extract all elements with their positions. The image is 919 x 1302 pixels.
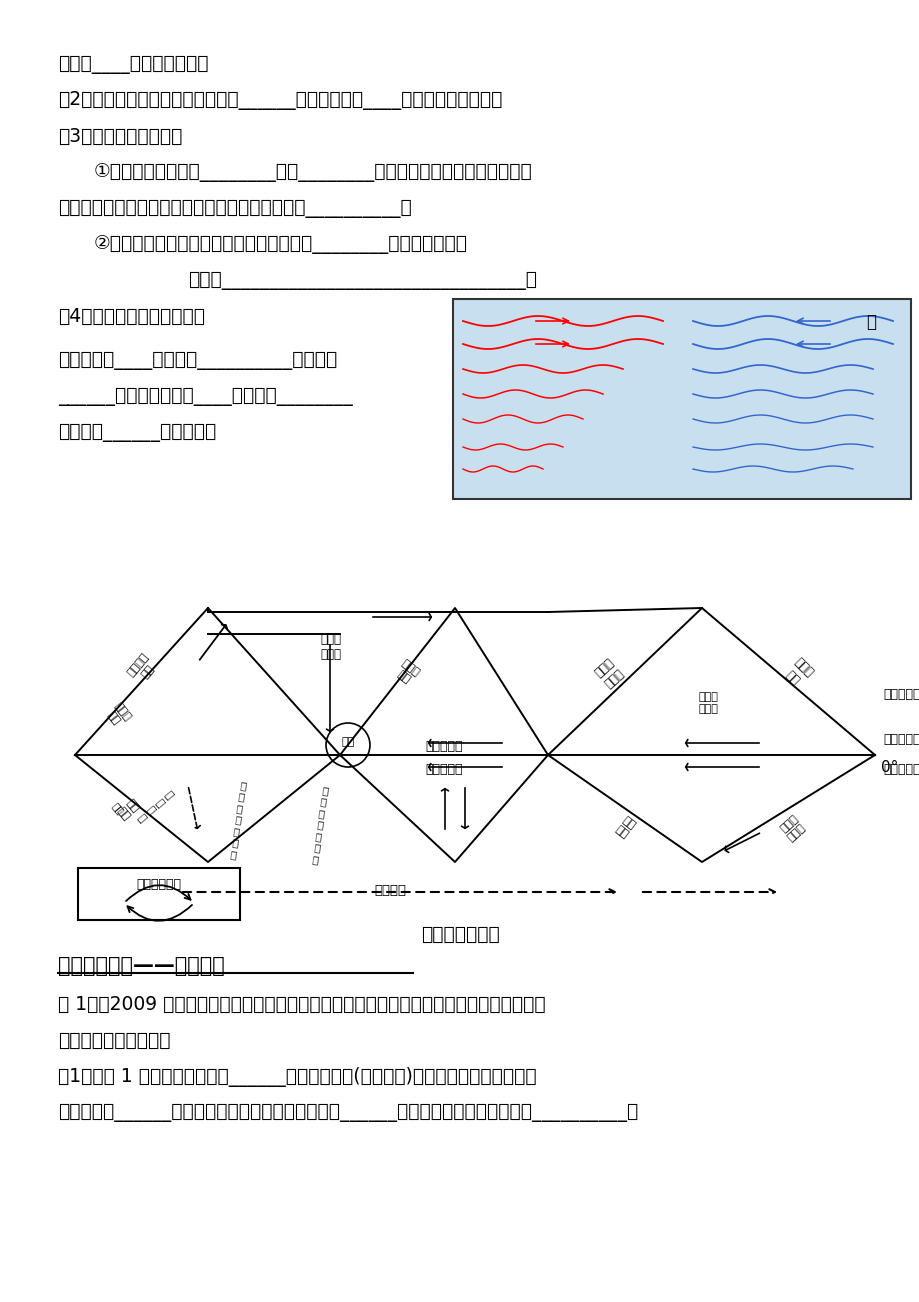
Text: 三、典例精讲——蓄势待发: 三、典例精讲——蓄势待发 bbox=[58, 956, 224, 976]
Text: 北大西洋
暖流: 北大西洋 暖流 bbox=[126, 651, 160, 685]
Text: 北赤道
暖流: 北赤道 暖流 bbox=[392, 659, 421, 687]
Text: 成因：________________________________。: 成因：________________________________。 bbox=[187, 271, 537, 290]
Text: 甲: 甲 bbox=[865, 312, 875, 331]
Text: 南半球____时针方向运动；: 南半球____时针方向运动； bbox=[58, 55, 209, 74]
Text: 冬季: 冬季 bbox=[341, 737, 354, 747]
Text: ①西风漂流：在南纬________度到________度海域，大洋连为一体，在盛行: ①西风漂流：在南纬________度到________度海域，大洋连为一体，在盛… bbox=[94, 163, 532, 182]
Text: 风作用下，形成全球性的西风漂流。其洋流性质为__________。: 风作用下，形成全球性的西风漂流。其洋流性质为__________。 bbox=[58, 199, 412, 217]
Text: 如图，甲为____季：盛行__________季风，呈: 如图，甲为____季：盛行__________季风，呈 bbox=[58, 352, 337, 370]
Text: 南赤道暖流: 南赤道暖流 bbox=[882, 763, 919, 776]
Text: 寒
秘
流
鲁: 寒 秘 流 鲁 bbox=[136, 790, 174, 824]
Text: ②南极绕极环流：流向：从南极上空看，呈________时针方向流动。: ②南极绕极环流：流向：从南极上空看，呈________时针方向流动。 bbox=[94, 234, 468, 254]
Text: 北印度洋夏季: 北印度洋夏季 bbox=[136, 878, 181, 891]
Text: 寒秘
流鲁: 寒秘 流鲁 bbox=[116, 798, 141, 822]
Text: 南
赤
道
暖
流
大
利: 南 赤 道 暖 流 大 利 bbox=[311, 785, 328, 865]
Text: 作用。读图回答问题。: 作用。读图回答问题。 bbox=[58, 1031, 170, 1049]
Text: 南赤道暖流: 南赤道暖流 bbox=[425, 763, 462, 776]
Text: 近海区水温______。按照寒、暖流的分类，该洋流是______流，它对沿岸气候能够起到__________、: 近海区水温______。按照寒、暖流的分类，该洋流是______流，它对沿岸气候… bbox=[58, 1103, 638, 1122]
Text: 北太平
洋暖流: 北太平 洋暖流 bbox=[698, 693, 717, 713]
Text: 厄
加
勒
斯
断
暖
流: 厄 加 勒 斯 断 暖 流 bbox=[229, 780, 246, 859]
Text: 世界洋流分布图: 世界洋流分布图 bbox=[420, 924, 499, 944]
Text: 北太平
洋暖流: 北太平 洋暖流 bbox=[320, 633, 341, 661]
Text: ______时针流动；乙为____季：盛行________: ______时针流动；乙为____季：盛行________ bbox=[58, 387, 352, 406]
Text: 西风漂流: 西风漂流 bbox=[374, 884, 405, 897]
Bar bbox=[78, 868, 240, 921]
Text: （3）南半球中高纬度：: （3）南半球中高纬度： bbox=[58, 128, 182, 146]
Text: 寒加那
流利: 寒加那 流利 bbox=[103, 700, 132, 729]
Text: 例 1：（2009 年上海地理卷）洋流是大规模流动的海洋水体，它对全球的热量平衡起着重要: 例 1：（2009 年上海地理卷）洋流是大规模流动的海洋水体，它对全球的热量平衡… bbox=[58, 995, 545, 1014]
Text: （2）北半球中高纬度海区：形成以______海区为中心的____时针方向大洋环流；: （2）北半球中高纬度海区：形成以______海区为中心的____时针方向大洋环流… bbox=[58, 91, 502, 109]
Text: 北赤道暖流: 北赤道暖流 bbox=[425, 740, 462, 753]
Text: 流拖: 流拖 bbox=[110, 801, 126, 816]
Text: （1）读图 1 判断，该海域位于______半球；该洋流(虚线所示)流经海区水温比同纬度附: （1）读图 1 判断，该海域位于______半球；该洋流(虚线所示)流经海区水温… bbox=[58, 1068, 536, 1087]
Text: 北赤道暖流: 北赤道暖流 bbox=[882, 733, 919, 746]
Bar bbox=[452, 299, 910, 499]
Text: 季风，呈______时针流动。: 季风，呈______时针流动。 bbox=[58, 423, 216, 441]
Text: 拉布拉
多寒流: 拉布拉 多寒流 bbox=[592, 656, 627, 690]
Text: 秘鲁
寒流: 秘鲁 寒流 bbox=[612, 815, 636, 841]
Text: 北大西洋暖流: 北大西洋暖流 bbox=[882, 687, 919, 700]
Text: （4）北印度洋海季风洋流：: （4）北印度洋海季风洋流： bbox=[58, 307, 205, 326]
Text: 秘鲁暖
流附近: 秘鲁暖 流附近 bbox=[777, 814, 807, 842]
Text: 墨西哥
湾流: 墨西哥 湾流 bbox=[780, 656, 814, 690]
Text: 0°: 0° bbox=[880, 760, 897, 775]
